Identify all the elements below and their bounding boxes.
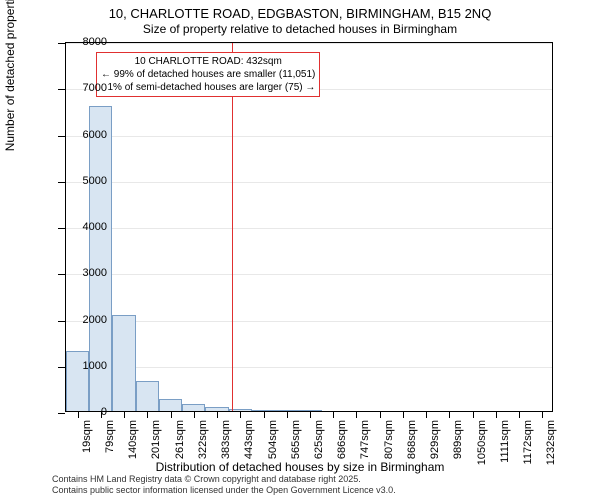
x-tick [124, 412, 125, 418]
grid-line [66, 136, 552, 137]
x-tick [147, 412, 148, 418]
histogram-bar [252, 410, 275, 411]
x-tick-label: 625sqm [313, 420, 325, 468]
x-tick-label: 1111sqm [499, 420, 511, 468]
x-tick [449, 412, 450, 418]
x-tick [310, 412, 311, 418]
x-tick-label: 19sqm [81, 420, 93, 468]
y-tick [58, 182, 65, 183]
x-tick [217, 412, 218, 418]
annotation-box: 10 CHARLOTTE ROAD: 432sqm← 99% of detach… [96, 52, 320, 97]
x-tick [380, 412, 381, 418]
histogram-bar [275, 410, 298, 411]
x-tick [287, 412, 288, 418]
y-tick [58, 228, 65, 229]
x-tick-label: 686sqm [336, 420, 348, 468]
grid-line [66, 228, 552, 229]
x-tick [403, 412, 404, 418]
footer-line2: Contains public sector information licen… [52, 485, 396, 496]
y-tick-label: 7000 [83, 82, 107, 94]
y-tick [58, 413, 65, 414]
x-tick-label: 565sqm [290, 420, 302, 468]
histogram-bar [205, 407, 228, 411]
y-tick-label: 2000 [83, 314, 107, 326]
x-tick [264, 412, 265, 418]
x-tick-label: 807sqm [383, 420, 395, 468]
x-tick-label: 322sqm [197, 420, 209, 468]
x-tick [78, 412, 79, 418]
histogram-bar [112, 315, 135, 411]
x-tick-label: 929sqm [429, 420, 441, 468]
y-tick-label: 5000 [83, 175, 107, 187]
chart-title-line2: Size of property relative to detached ho… [0, 22, 600, 36]
x-tick [171, 412, 172, 418]
reference-line [232, 43, 233, 411]
y-tick [58, 43, 65, 44]
histogram-bar [159, 399, 182, 411]
y-tick [58, 367, 65, 368]
y-tick-label: 1000 [83, 360, 107, 372]
x-tick [426, 412, 427, 418]
histogram-bar [182, 404, 205, 411]
y-tick [58, 136, 65, 137]
chart-title-line1: 10, CHARLOTTE ROAD, EDGBASTON, BIRMINGHA… [0, 6, 600, 21]
x-tick [473, 412, 474, 418]
x-tick-label: 383sqm [220, 420, 232, 468]
grid-line [66, 43, 552, 44]
grid-line [66, 367, 552, 368]
annotation-line2: ← 99% of detached houses are smaller (11… [101, 68, 315, 81]
histogram-bar [298, 410, 321, 411]
x-tick-label: 443sqm [243, 420, 255, 468]
y-tick-label: 3000 [83, 267, 107, 279]
x-tick-label: 261sqm [174, 420, 186, 468]
y-tick [58, 89, 65, 90]
x-tick-label: 989sqm [452, 420, 464, 468]
histogram-bar [136, 381, 159, 411]
x-tick-label: 201sqm [150, 420, 162, 468]
y-tick [58, 274, 65, 275]
x-tick [333, 412, 334, 418]
y-tick [58, 321, 65, 322]
x-tick-label: 79sqm [104, 420, 116, 468]
x-tick [356, 412, 357, 418]
annotation-line3: 1% of semi-detached houses are larger (7… [101, 81, 315, 94]
x-tick [496, 412, 497, 418]
y-tick-label: 0 [101, 406, 107, 418]
x-tick-label: 747sqm [359, 420, 371, 468]
annotation-line1: 10 CHARLOTTE ROAD: 432sqm [101, 55, 315, 68]
grid-line [66, 321, 552, 322]
x-tick-label: 504sqm [267, 420, 279, 468]
x-tick [519, 412, 520, 418]
x-tick-label: 1050sqm [476, 420, 488, 468]
x-tick [542, 412, 543, 418]
footer-line1: Contains HM Land Registry data © Crown c… [52, 474, 396, 485]
y-tick-label: 8000 [83, 36, 107, 48]
x-tick [240, 412, 241, 418]
grid-line [66, 182, 552, 183]
x-tick [194, 412, 195, 418]
x-tick-label: 868sqm [406, 420, 418, 468]
x-tick-label: 1172sqm [522, 420, 534, 468]
x-tick-label: 140sqm [127, 420, 139, 468]
footer-text: Contains HM Land Registry data © Crown c… [52, 474, 396, 496]
plot-area: 10 CHARLOTTE ROAD: 432sqm← 99% of detach… [65, 42, 553, 412]
chart-container: 10, CHARLOTTE ROAD, EDGBASTON, BIRMINGHA… [0, 0, 600, 500]
y-tick-label: 4000 [83, 221, 107, 233]
y-tick-label: 6000 [83, 129, 107, 141]
y-axis-label: Number of detached properties [3, 0, 17, 151]
x-tick-label: 1232sqm [545, 420, 557, 468]
grid-line [66, 274, 552, 275]
